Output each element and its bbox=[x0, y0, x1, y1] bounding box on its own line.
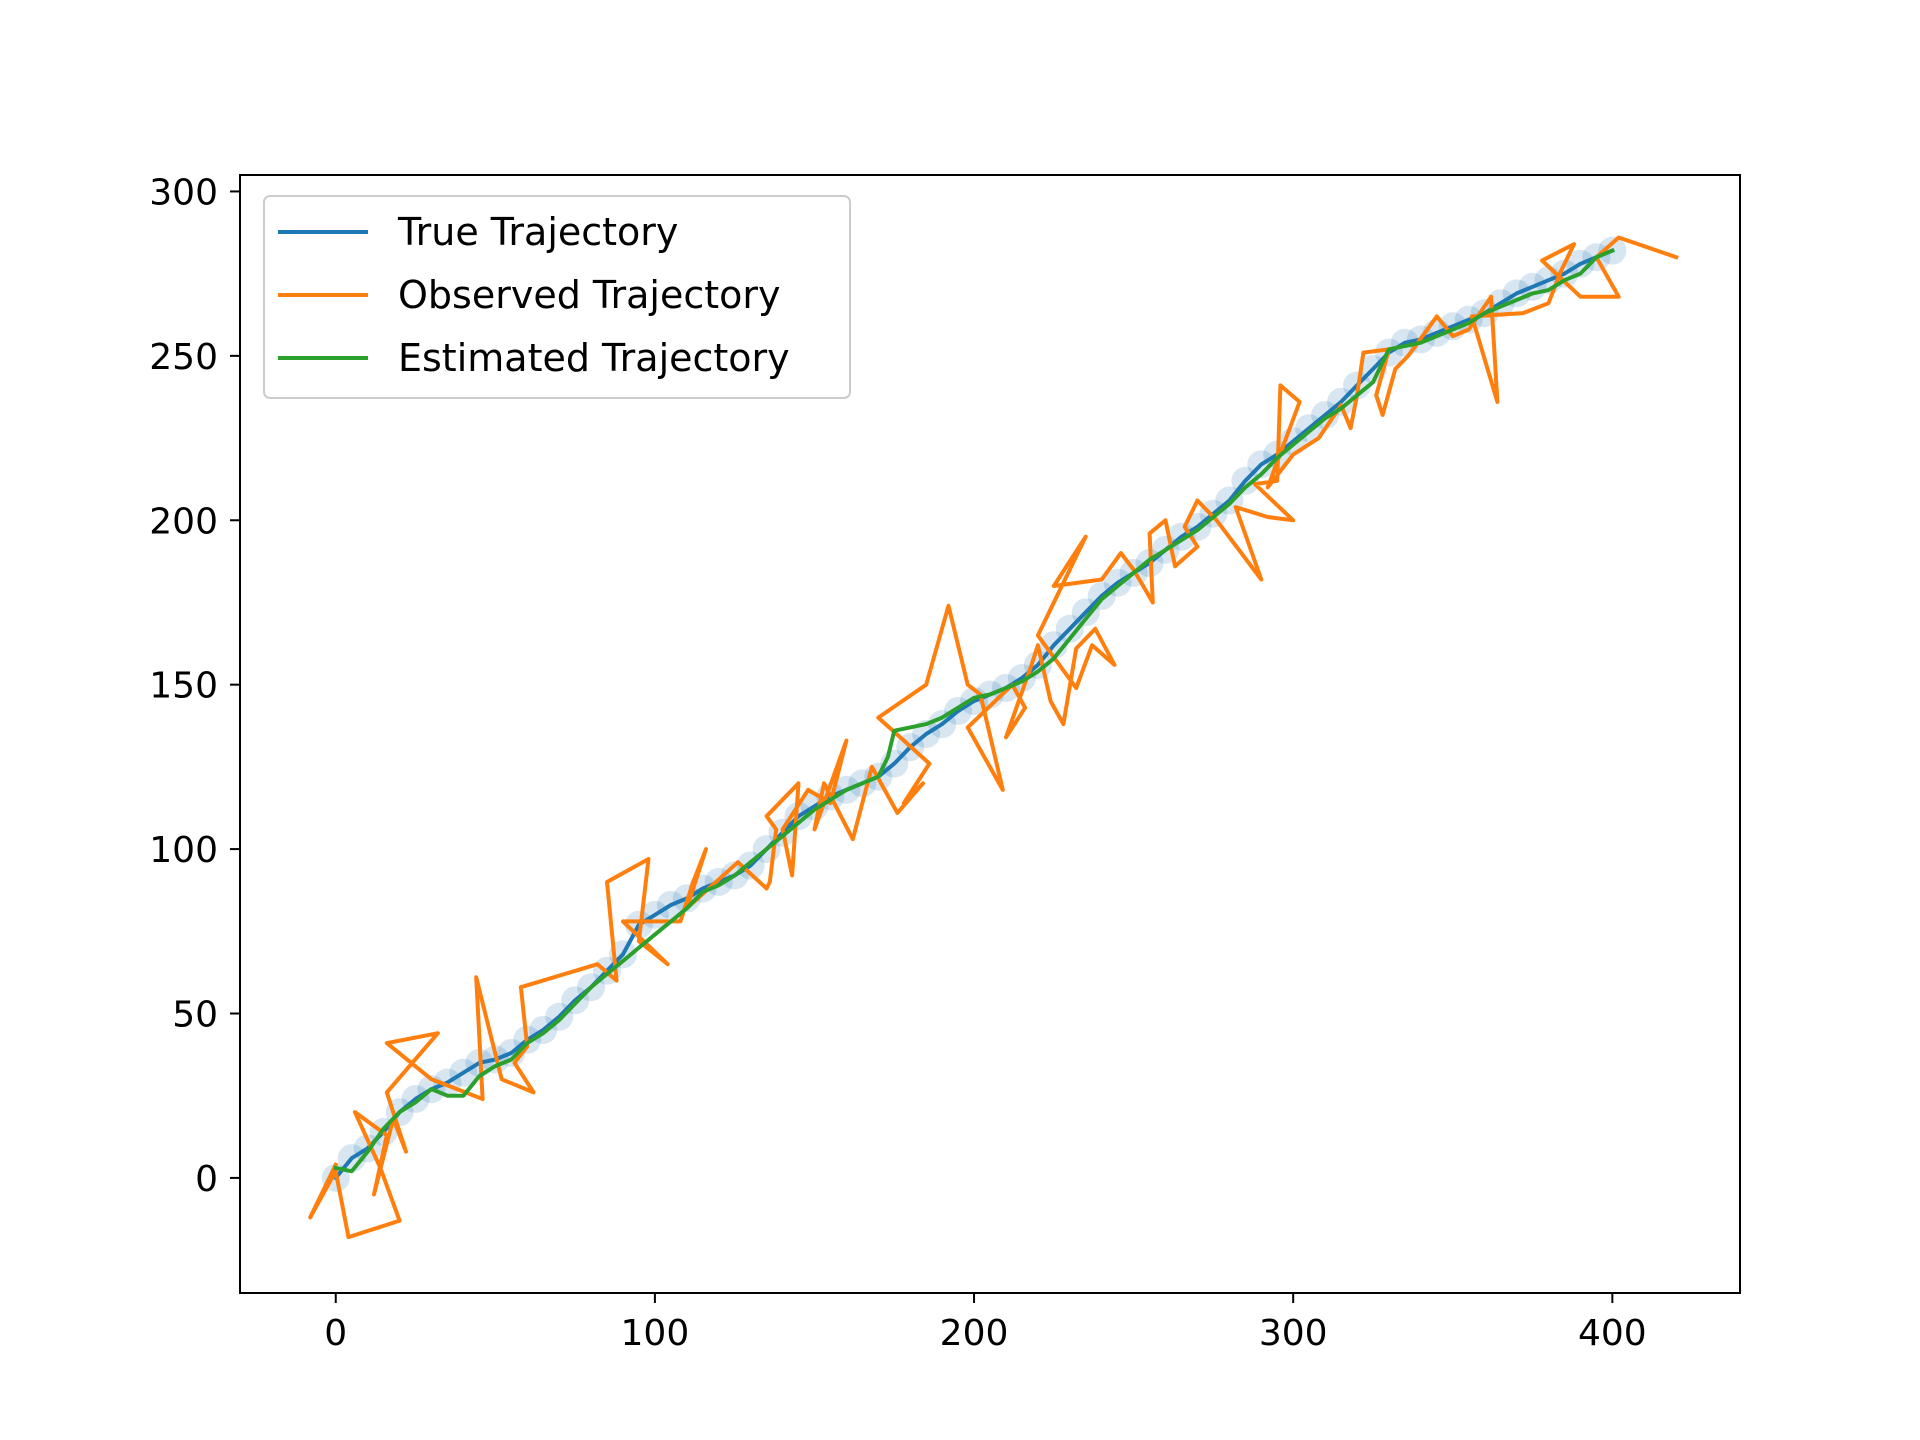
y-axis-ticks: 0 50 100 150 200 250 300 bbox=[149, 172, 240, 1200]
y-tick-label: 100 bbox=[149, 830, 218, 871]
y-tick-label: 150 bbox=[149, 666, 218, 707]
y-tick-label: 0 bbox=[195, 1159, 218, 1200]
x-axis-ticks: 0 100 200 300 400 bbox=[324, 1293, 1647, 1354]
x-tick-label: 300 bbox=[1259, 1313, 1328, 1354]
y-tick-label: 300 bbox=[149, 172, 218, 213]
x-tick-label: 100 bbox=[621, 1313, 690, 1354]
x-tick-label: 200 bbox=[940, 1313, 1009, 1354]
y-tick-label: 250 bbox=[149, 337, 218, 378]
legend: True Trajectory Observed Trajectory Estima… bbox=[263, 195, 851, 399]
legend-label: Estimated Trajectory bbox=[398, 336, 790, 380]
series-layer bbox=[308, 235, 1679, 1240]
series-line-estimated-trajectory bbox=[333, 247, 1615, 1174]
legend-label: True Trajectory bbox=[397, 210, 678, 254]
legend-box bbox=[263, 195, 851, 399]
x-tick-label: 0 bbox=[324, 1313, 347, 1354]
y-tick-label: 50 bbox=[172, 995, 218, 1036]
axes-frame bbox=[239, 174, 1741, 1294]
legend-label: Observed Trajectory bbox=[398, 273, 781, 317]
y-tick-label: 200 bbox=[149, 501, 218, 542]
plot-area bbox=[239, 174, 1741, 1294]
x-tick-label: 400 bbox=[1578, 1313, 1647, 1354]
